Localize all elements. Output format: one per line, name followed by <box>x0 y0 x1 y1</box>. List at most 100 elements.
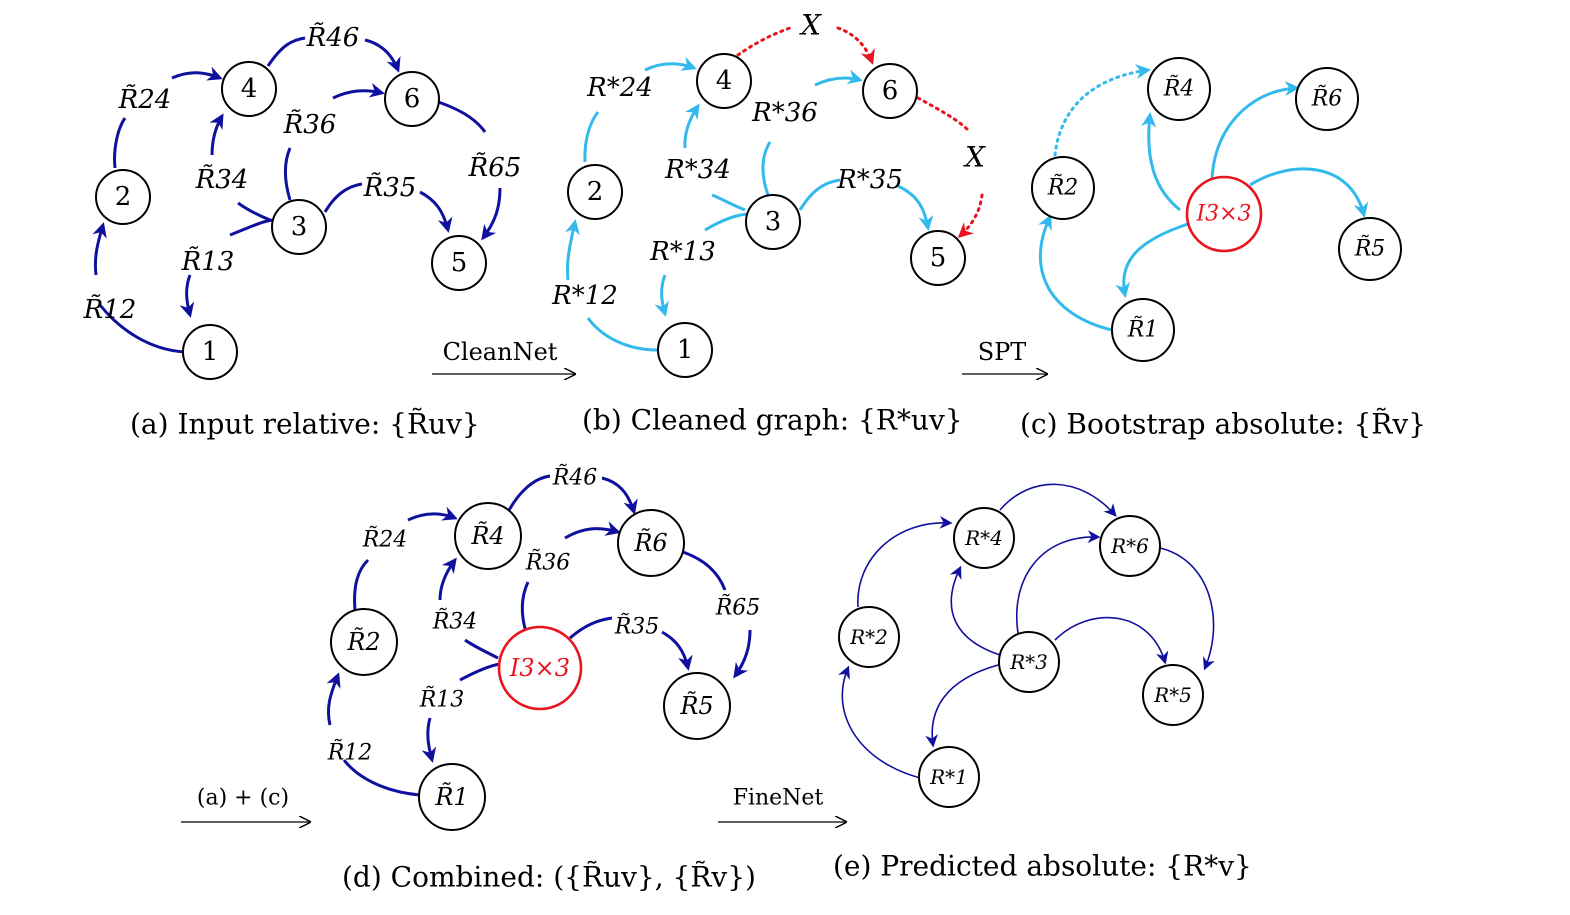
label-d-r36: R̃36 <box>525 549 571 575</box>
edge-b-3-1-arrow <box>654 274 669 317</box>
edge-b-3-5-arrow <box>897 184 934 231</box>
edge-e-3-1 <box>925 664 999 748</box>
node-e-r2: R*2 <box>838 606 900 668</box>
label-b-r34: R*34 <box>664 155 731 185</box>
svg-text:R̃1: R̃1 <box>434 783 468 811</box>
edge-c-i-5 <box>1249 167 1369 218</box>
node-d-r6: R̃6 <box>617 509 685 577</box>
edge-b-6-5-removed-arrow <box>957 193 984 239</box>
edge-b-1-3 <box>704 212 749 232</box>
label-b-r24: R*24 <box>586 73 653 103</box>
edge-c-i-4 <box>1141 112 1181 212</box>
step-cleannet-label: CleanNet <box>443 338 558 366</box>
edge-d-i-4 <box>464 638 499 660</box>
panel-b-edges <box>565 26 984 352</box>
svg-text:R*3: R*3 <box>1009 650 1048 674</box>
label-a-r13: R̃13 <box>181 246 235 277</box>
node-c-identity: I3×3 <box>1185 175 1263 253</box>
node-c-r5: R̃5 <box>1338 217 1402 281</box>
panel-d: R̃46 R̃24 R̃36 R̃34 R̃35 R̃65 R̃13 R̃12 … <box>326 464 761 894</box>
node-a-3: 3 <box>271 199 327 255</box>
edge-a-1-2-arrow <box>92 222 107 276</box>
node-b-1: 1 <box>657 322 713 378</box>
label-d-r35: R̃35 <box>614 613 660 639</box>
step-combine-label: (a) + (c) <box>197 786 289 811</box>
node-a-4: 4 <box>221 61 277 117</box>
edge-d-i-1-arrow <box>421 717 437 763</box>
edge-e-3-6 <box>1016 530 1101 634</box>
panel-b-edge-labels: R*12 R*24 R*34 R*36 R*35 R*13 X X <box>551 9 986 312</box>
svg-text:5: 5 <box>930 243 947 273</box>
node-c-r6: R̃6 <box>1295 67 1359 131</box>
label-a-r46: R̃46 <box>306 22 360 53</box>
node-d-r1: R̃1 <box>418 763 486 831</box>
label-b-x-right: X <box>963 141 986 174</box>
svg-text:R̃5: R̃5 <box>679 692 713 720</box>
caption-e: (e) Predicted absolute: {R*v} <box>833 850 1252 883</box>
edge-d-i-6-arrow <box>564 521 621 540</box>
edge-d-6-5-arrow <box>733 629 752 679</box>
svg-text:R̃2: R̃2 <box>346 628 380 656</box>
caption-a: (a) Input relative: {R̃uv} <box>130 407 480 440</box>
node-e-r6: R*6 <box>1099 515 1161 577</box>
svg-text:5: 5 <box>451 248 468 278</box>
edge-e-3-5 <box>1054 616 1169 665</box>
step-combine: (a) + (c) <box>181 786 310 823</box>
edge-a-3-5 <box>323 182 363 213</box>
label-a-r34: R̃34 <box>195 164 249 195</box>
label-d-r12: R̃12 <box>327 739 373 765</box>
label-a-r12: R̃12 <box>83 294 137 325</box>
svg-text:I3×3: I3×3 <box>1195 202 1251 227</box>
svg-text:I3×3: I3×3 <box>509 654 570 682</box>
edge-b-4-6-removed <box>736 26 792 57</box>
label-a-r24: R̃24 <box>118 84 172 115</box>
node-d-r5: R̃5 <box>663 672 731 740</box>
edge-a-2-4-arrow <box>171 66 223 81</box>
node-e-r1: R*1 <box>918 746 980 808</box>
edge-a-4-6 <box>266 36 306 67</box>
caption-c: (c) Bootstrap absolute: {R̃v} <box>1020 407 1426 440</box>
edge-b-2-4-arrow <box>644 56 697 72</box>
label-d-r46: R̃46 <box>552 464 598 490</box>
panel-d-edge-labels: R̃46 R̃24 R̃36 R̃34 R̃35 R̃65 R̃13 R̃12 <box>327 464 761 765</box>
svg-text:3: 3 <box>291 212 308 242</box>
panel-c: R̃1 R̃2 R̃4 R̃5 R̃6 I3×3 (c) Bootstrap a… <box>1020 57 1426 441</box>
svg-text:R*2: R*2 <box>849 625 888 649</box>
svg-text:R*5: R*5 <box>1153 683 1192 707</box>
edge-b-1-2 <box>586 317 658 352</box>
label-d-r34: R̃34 <box>432 608 478 634</box>
edge-b-3-4 <box>711 193 746 212</box>
step-spt-label: SPT <box>978 338 1027 366</box>
svg-text:6: 6 <box>882 76 899 106</box>
node-b-3: 3 <box>745 194 801 250</box>
edge-b-3-4-arrow <box>683 103 700 149</box>
edge-e-1-2 <box>838 665 921 779</box>
svg-text:R̃1: R̃1 <box>1127 316 1159 342</box>
edge-d-1-2-arrow <box>326 672 341 726</box>
label-b-r36: R*36 <box>751 98 818 128</box>
svg-text:2: 2 <box>587 177 604 207</box>
svg-text:4: 4 <box>716 66 733 96</box>
node-c-r4: R̃4 <box>1147 57 1211 121</box>
edge-b-3-6 <box>761 141 772 196</box>
edge-a-1-3 <box>229 218 273 237</box>
svg-text:4: 4 <box>241 74 258 104</box>
step-spt: SPT <box>962 338 1047 374</box>
label-d-r65: R̃65 <box>715 594 761 620</box>
edge-d-2-4 <box>353 558 370 611</box>
label-b-r35: R*35 <box>836 165 903 195</box>
edge-b-3-5 <box>798 178 841 211</box>
label-a-r35: R̃35 <box>363 172 417 203</box>
edge-d-4-6-arrow <box>601 476 638 515</box>
edge-a-2-4 <box>113 117 127 169</box>
edge-a-3-4-arrow <box>209 113 224 156</box>
edge-a-4-6-arrow <box>364 38 401 73</box>
edge-d-1-2 <box>342 759 421 797</box>
edge-a-6-5 <box>431 98 487 133</box>
edge-a-6-5-arrow <box>481 187 502 241</box>
svg-text:R̃6: R̃6 <box>633 529 667 557</box>
edge-e-6-5 <box>1159 547 1215 671</box>
node-a-2: 2 <box>95 169 151 225</box>
